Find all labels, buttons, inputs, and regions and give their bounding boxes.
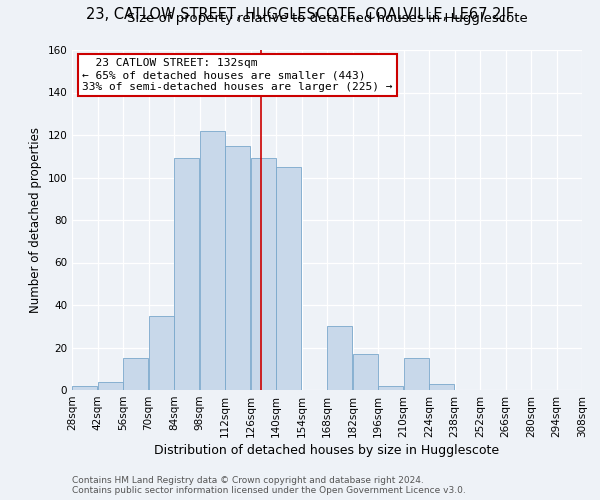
Bar (174, 158, 199, 390)
Bar (327, 326, 352, 390)
Bar (404, 358, 429, 390)
Bar (276, 167, 301, 390)
Bar (378, 386, 403, 390)
Bar (200, 130, 225, 390)
Title: Size of property relative to detached houses in Hugglescote: Size of property relative to detached ho… (127, 12, 527, 25)
Text: Contains HM Land Registry data © Crown copyright and database right 2024.
Contai: Contains HM Land Registry data © Crown c… (72, 476, 466, 495)
Bar (251, 158, 276, 390)
Bar (225, 146, 250, 390)
Bar (98, 382, 123, 390)
Bar (429, 384, 454, 390)
Bar (123, 358, 148, 390)
Text: 23, CATLOW STREET, HUGGLESCOTE, COALVILLE, LE67 2JF: 23, CATLOW STREET, HUGGLESCOTE, COALVILL… (86, 8, 514, 22)
Bar (72, 386, 97, 390)
Y-axis label: Number of detached properties: Number of detached properties (29, 127, 42, 313)
Bar (353, 354, 378, 390)
X-axis label: Distribution of detached houses by size in Hugglescote: Distribution of detached houses by size … (154, 444, 500, 457)
Bar (149, 316, 174, 390)
Text: 23 CATLOW STREET: 132sqm
← 65% of detached houses are smaller (443)
33% of semi-: 23 CATLOW STREET: 132sqm ← 65% of detach… (82, 58, 392, 92)
